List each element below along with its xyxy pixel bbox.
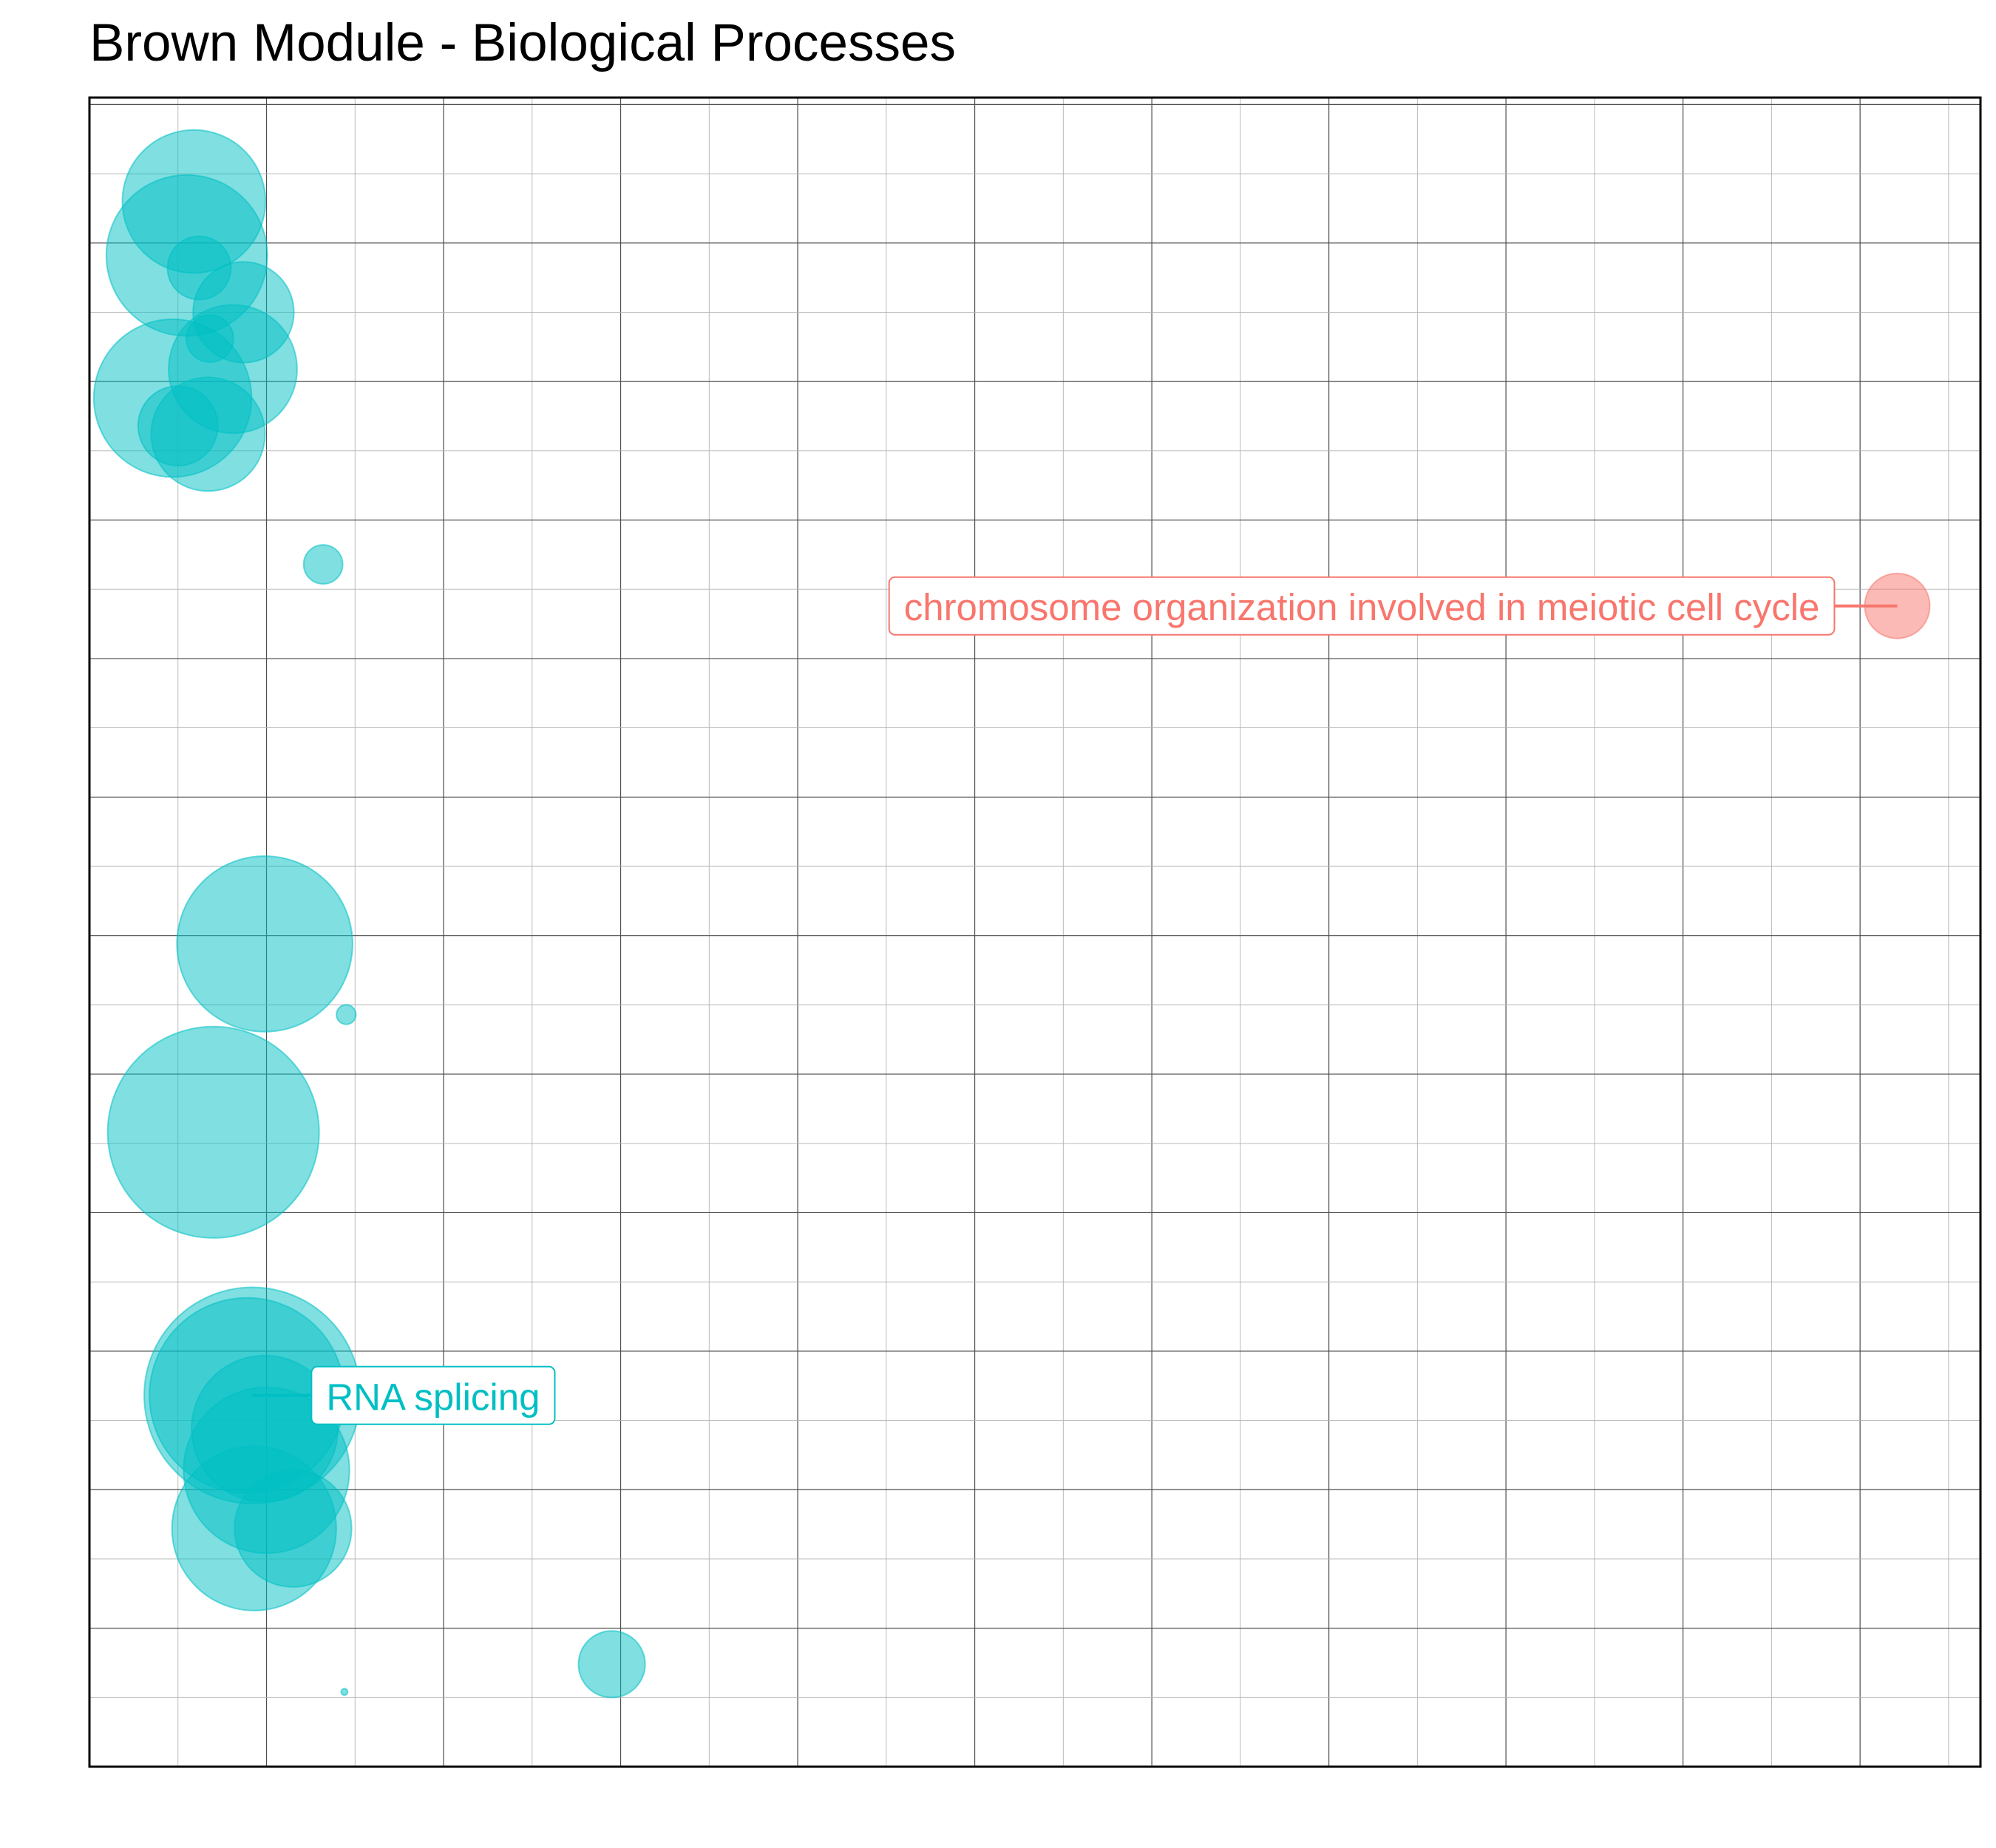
data-points <box>92 129 1931 1699</box>
point-label-text: chromosome organization involved in meio… <box>904 586 1820 628</box>
bubble-point <box>176 855 353 1033</box>
chart-title: Brown Module - Biological Processes <box>89 14 957 72</box>
bubble-point <box>336 1004 357 1025</box>
point-label: RNA splicing <box>252 1365 556 1425</box>
plot-frame <box>88 96 1982 1768</box>
bubble-point <box>150 376 266 492</box>
point-label: chromosome organization involved in meio… <box>888 576 1898 636</box>
data-labels: chromosome organization involved in meio… <box>252 576 1898 1425</box>
bubble-point <box>171 1445 337 1611</box>
bubble-point <box>577 1630 646 1699</box>
bubble-point <box>340 1688 349 1696</box>
point-label-box <box>310 1365 556 1425</box>
bubble-point <box>302 544 344 585</box>
grid-lines <box>89 98 1980 1767</box>
point-label-text: RNA splicing <box>326 1376 540 1418</box>
point-label-box <box>888 576 1836 636</box>
bubble-point <box>106 1025 320 1239</box>
